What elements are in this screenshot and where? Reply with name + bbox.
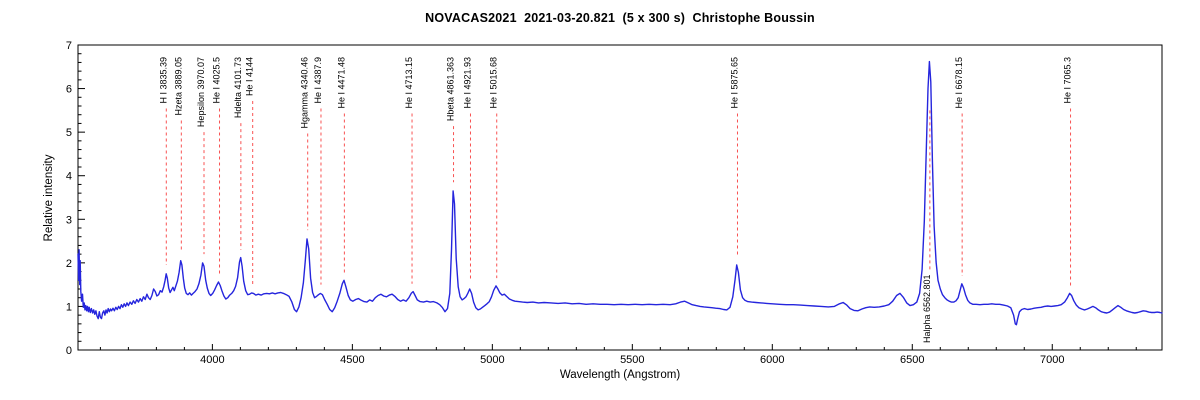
marker-labels-layer: H I 3835.39 Hzeta 3889.05 Hepsilon 3970.07… (158, 57, 1072, 343)
y-tick-label: 5 (66, 127, 72, 139)
spectral-line-label: He I 4387.9 (313, 57, 323, 104)
spectral-line-label: Hgamma 4340.46 (300, 57, 310, 129)
spectral-line-label: H I 3835.39 (158, 57, 168, 104)
x-tick-label: 7000 (1040, 354, 1064, 366)
x-tick-label: 5000 (480, 354, 504, 366)
x-tick-label: 4500 (340, 354, 364, 366)
spectrum-curve-layer (77, 60, 1163, 326)
plot-border (77, 44, 1163, 351)
y-tick-label: 3 (66, 214, 72, 226)
y-tick-label: 1 (66, 301, 72, 313)
y-tick-label: 4 (66, 171, 72, 183)
spectral-line-label: Hdelta 4101.73 (233, 57, 243, 118)
y-axis-label: Relative intensity (43, 154, 55, 241)
y-tick-label: 7 (66, 40, 72, 52)
spectral-line-label: He I 6678.15 (954, 57, 964, 109)
spectral-line-label: Halpha 6562.801 (922, 274, 932, 343)
y-tick-label: 6 (66, 84, 72, 96)
x-tick-label: 6500 (900, 354, 924, 366)
x-axis-label: Wavelength (Angstrom) (560, 369, 681, 381)
spectral-line-label: He I 5875.65 (729, 57, 739, 109)
spectral-line-label: He I 4471.48 (336, 57, 346, 109)
spectral-line-label: Hepsilon 3970.07 (196, 57, 206, 127)
x-tick-label: 6000 (760, 354, 784, 366)
spectral-line-label: He I 4713.15 (404, 57, 414, 109)
spectral-line-label: He I 4144 (245, 57, 255, 96)
spectral-line-label: Hzeta 3889.05 (173, 57, 183, 116)
chart-title: NOVACAS2021 2021-03-20.821 (5 x 300 s) C… (425, 11, 815, 25)
y-tick-label: 2 (66, 258, 72, 270)
spectral-line-label: He I 4921.93 (462, 57, 472, 109)
spectrum-line (77, 60, 1163, 326)
spectral-line-label: He I 4025.5 (212, 57, 222, 104)
x-tick-label: 5500 (620, 354, 644, 366)
axes-and-markers-layer: 4000 4500 5000 5500 6000 6500 7000 0 1 2 3 4 5 6 7 (66, 40, 1163, 366)
spectral-line-label: He I 5015.68 (489, 57, 499, 109)
spectral-line-label: Hbeta 4861.363 (446, 57, 456, 121)
spectral-line-label: He I 7065.3 (1063, 57, 1073, 104)
y-tick-label: 0 (66, 345, 72, 357)
x-tick-label: 4000 (200, 354, 224, 366)
